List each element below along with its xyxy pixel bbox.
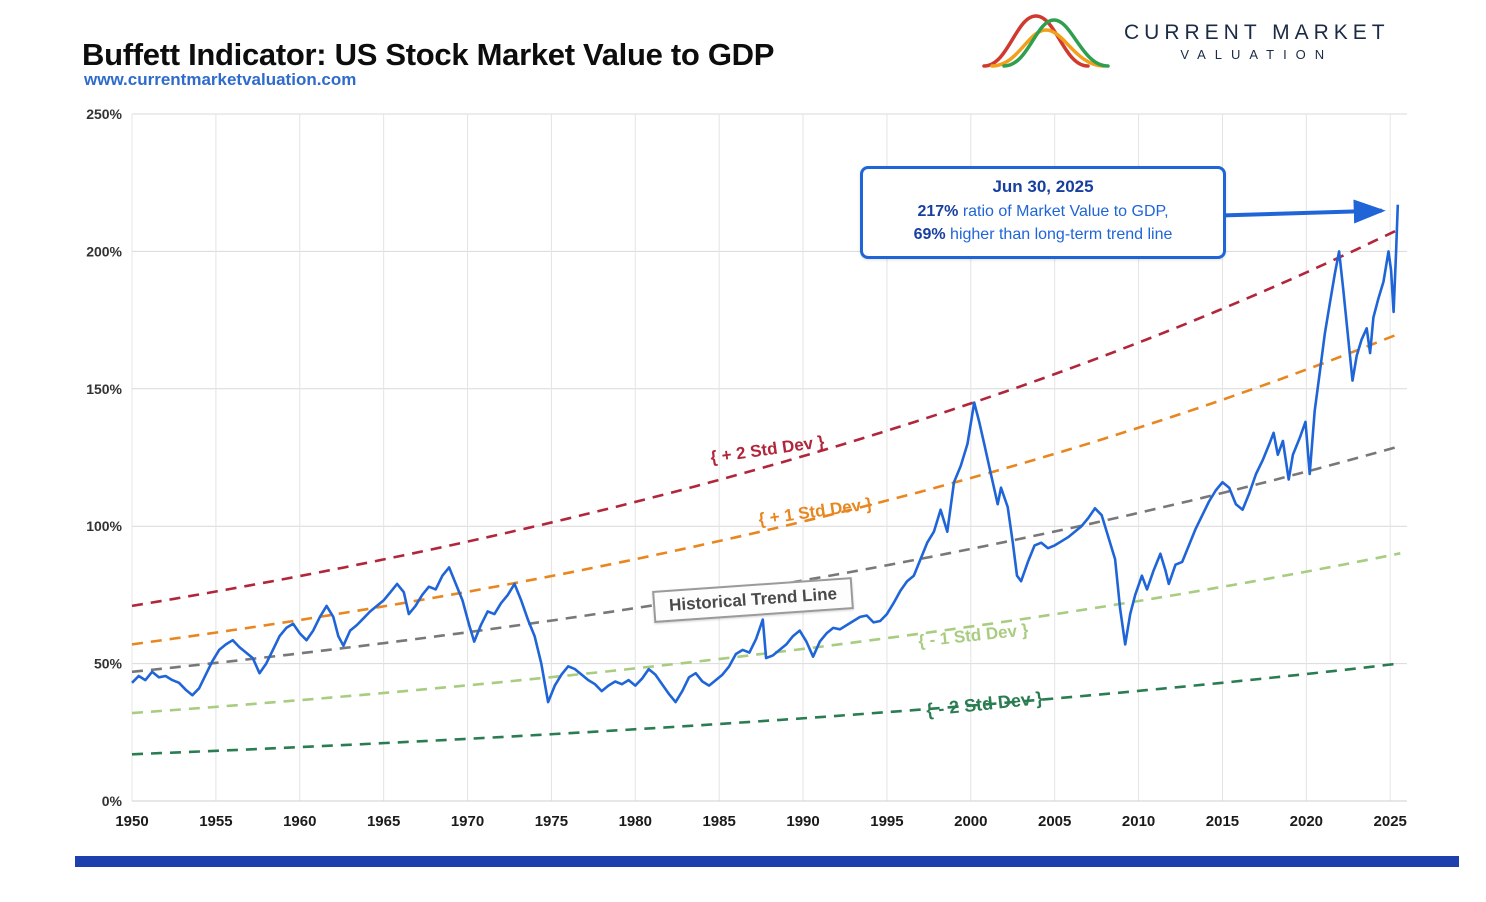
callout-date: Jun 30, 2025 xyxy=(992,177,1094,196)
band-line xyxy=(131,331,1401,646)
y-tick-label: 100% xyxy=(86,518,122,534)
band-line xyxy=(131,444,1401,674)
brand-wordmark: CURRENT MARKET VALUATION xyxy=(1124,21,1390,62)
band-line xyxy=(131,662,1401,756)
y-tick-label: 150% xyxy=(86,381,122,397)
y-tick-label: 250% xyxy=(86,106,122,122)
x-tick-label: 1980 xyxy=(619,813,652,830)
x-tick-label: 2020 xyxy=(1290,813,1323,830)
callout-value-line: 217% ratio of Market Value to GDP, xyxy=(917,203,1169,220)
chart-canvas: 0% 50% 100% 150% 200% 250% 1950 1955 1960 1965 197… xyxy=(86,106,1407,830)
x-tick-label: 1970 xyxy=(451,813,484,830)
x-tick-label: 2005 xyxy=(1038,813,1071,830)
x-tick-label: 2015 xyxy=(1206,813,1239,830)
latest-value-callout: Jun 30, 2025 217% ratio of Market Value … xyxy=(860,166,1226,260)
band-line xyxy=(131,227,1401,608)
x-tick-label: 1975 xyxy=(535,813,568,830)
x-tick-label: 1950 xyxy=(115,813,148,830)
buffett-indicator-chart: 0% 50% 100% 150% 200% 250% 1950 1955 1960 1965 197… xyxy=(70,98,1435,843)
x-tick-label: 2010 xyxy=(1122,813,1155,830)
bell-curves-icon xyxy=(982,14,1110,68)
x-tick-label: 1955 xyxy=(199,813,232,830)
x-tick-label: 1965 xyxy=(367,813,400,830)
y-tick-label: 200% xyxy=(86,243,122,259)
x-tick-label: 1985 xyxy=(702,813,735,830)
brand-line1: CURRENT MARKET xyxy=(1124,20,1390,44)
x-tick-label: 1990 xyxy=(786,813,819,830)
brand-line2: VALUATION xyxy=(1180,46,1334,62)
band-line xyxy=(131,552,1401,715)
x-tick-label: 2000 xyxy=(954,813,987,830)
callout-arrow xyxy=(1202,199,1386,224)
site-link[interactable]: www.currentmarketvaluation.com xyxy=(84,70,357,89)
callout-trend-line: 69% higher than long-term trend line xyxy=(913,226,1173,244)
brand-logo: CURRENT MARKET VALUATION xyxy=(980,6,1390,76)
x-tick-label: 1960 xyxy=(283,813,316,830)
x-tick-label: 2025 xyxy=(1374,813,1407,830)
buffett-indicator-line xyxy=(131,204,1400,704)
x-tick-label: 1995 xyxy=(870,813,903,830)
y-tick-label: 0% xyxy=(102,793,123,809)
y-tick-label: 50% xyxy=(94,656,123,672)
bottom-accent-bar xyxy=(75,856,1459,867)
page-title: Buffett Indicator: US Stock Market Value… xyxy=(82,36,775,72)
